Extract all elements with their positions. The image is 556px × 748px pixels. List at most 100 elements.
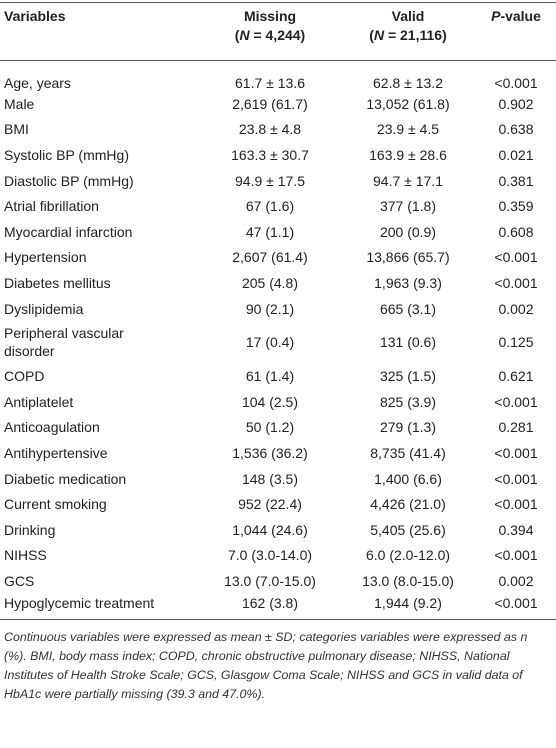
cell-text: Hypoglycemic treatment	[4, 595, 155, 612]
table-row: Hypoglycemic treatment 162 (3.8) 1,944 (9.…	[0, 594, 556, 620]
cell-text: Diabetic medication	[4, 470, 127, 487]
variable-cell: Dyslipidemia	[0, 296, 200, 322]
cell-text: 2,607 (61.4)	[232, 249, 308, 266]
cell-text: 13.0 (7.0-15.0)	[224, 572, 316, 589]
cell-text: 148 (3.5)	[241, 470, 299, 487]
variable-cell: Antihypertensive	[0, 440, 200, 466]
cell-text: Current smoking	[4, 496, 107, 513]
cell-text: 0.002	[498, 572, 534, 589]
table-row: Myocardial infarction 47 (1.1) 200 (0.9) 0.…	[0, 219, 556, 245]
value-cell: 1,536 (36.2)	[200, 440, 340, 466]
table-row: Drinking 1,044 (24.6) 5,405 (25.6) 0.394	[0, 517, 556, 543]
table-row: Diabetic medication 148 (3.5) 1,400 (6.6) <…	[0, 466, 556, 492]
value-cell: 377 (1.8)	[340, 193, 476, 219]
cell-text: Diastolic BP (mmHg)	[4, 172, 134, 189]
value-cell: 952 (22.4)	[200, 491, 340, 517]
value-cell: 61 (1.4)	[200, 363, 340, 389]
value-cell: 0.125	[476, 321, 556, 363]
value-cell: 61.7 ± 13.6	[200, 61, 340, 91]
cell-text: 50 (1.2)	[245, 419, 295, 436]
value-cell: 1,400 (6.6)	[340, 466, 476, 492]
table-row: Dyslipidemia 90 (2.1) 665 (3.1) 0.002	[0, 296, 556, 322]
header-text: P	[491, 8, 501, 24]
cell-text: COPD	[4, 368, 45, 385]
value-cell: 62.8 ± 13.2	[340, 61, 476, 91]
value-cell: <0.001	[476, 491, 556, 517]
cell-text: 7.0 (3.0-14.0)	[227, 547, 313, 564]
cell-text: 0.281	[498, 419, 534, 436]
cell-text: 279 (1.3)	[379, 419, 437, 436]
value-cell: 0.359	[476, 193, 556, 219]
cell-text: 131 (0.6)	[379, 334, 437, 351]
header-cell: Variables	[0, 3, 200, 61]
header-text: Valid	[391, 8, 425, 24]
cell-text: 163.9 ± 28.6	[369, 146, 447, 163]
table-row: Age, years 61.7 ± 13.6 62.8 ± 13.2 <0.001	[0, 61, 556, 91]
cell-text: 1,944 (9.2)	[374, 595, 442, 612]
cell-text: 1,536 (36.2)	[232, 444, 308, 461]
value-cell: 67 (1.6)	[200, 193, 340, 219]
cell-text: Age, years	[4, 75, 71, 91]
cell-text: 665 (3.1)	[379, 300, 437, 317]
cell-text: 90 (2.1)	[245, 300, 295, 317]
value-cell: 0.621	[476, 363, 556, 389]
cell-text: 5,405 (25.6)	[370, 521, 446, 538]
variable-cell: Hypoglycemic treatment	[0, 594, 200, 620]
value-cell: <0.001	[476, 594, 556, 620]
value-cell: 148 (3.5)	[200, 466, 340, 492]
cell-text: Diabetes mellitus	[4, 274, 111, 291]
table-row: Peripheral vascular disorder 17 (0.4) 131 …	[0, 321, 556, 363]
cell-text: 325 (1.5)	[379, 368, 437, 385]
value-cell: <0.001	[476, 245, 556, 271]
variable-cell: BMI	[0, 117, 200, 143]
value-cell: 47 (1.1)	[200, 219, 340, 245]
value-cell: 0.608	[476, 219, 556, 245]
value-cell: 4,426 (21.0)	[340, 491, 476, 517]
cell-text: 13,052 (61.8)	[366, 95, 450, 112]
variable-cell: Diastolic BP (mmHg)	[0, 168, 200, 194]
cell-text: 825 (3.9)	[379, 393, 437, 410]
value-cell: 13.0 (8.0-15.0)	[340, 568, 476, 594]
value-cell: 104 (2.5)	[200, 389, 340, 415]
cell-text: 8,735 (41.4)	[370, 444, 446, 461]
variable-cell: Antiplatelet	[0, 389, 200, 415]
cell-text: 377 (1.8)	[379, 198, 437, 215]
cell-text: <0.001	[494, 444, 538, 461]
header-cell: Valid (N = 21,116)	[340, 3, 476, 61]
value-cell: 0.021	[476, 142, 556, 168]
variable-cell: Male	[0, 91, 200, 117]
table-row: NIHSS 7.0 (3.0-14.0) 6.0 (2.0-12.0) <0.001	[0, 543, 556, 569]
value-cell: <0.001	[476, 270, 556, 296]
value-cell: 163.3 ± 30.7	[200, 142, 340, 168]
variable-cell: Drinking	[0, 517, 200, 543]
header-subtext: N	[239, 27, 250, 43]
header-subtext: (	[234, 27, 240, 43]
value-cell: 1,963 (9.3)	[340, 270, 476, 296]
value-cell: 2,619 (61.7)	[200, 91, 340, 117]
cell-text: 0.359	[498, 198, 534, 215]
cell-text: 23.9 ± 4.5	[376, 121, 440, 138]
cell-text: Systolic BP (mmHg)	[4, 146, 129, 163]
cell-text: 61.7 ± 13.6	[235, 75, 305, 91]
variable-cell: GCS	[0, 568, 200, 594]
table-row: Hypertension 2,607 (61.4) 13,866 (65.7) <0.…	[0, 245, 556, 271]
cell-text: Dyslipidemia	[4, 300, 84, 317]
variable-cell: Anticoagulation	[0, 415, 200, 441]
cell-text: 94.7 ± 17.1	[373, 172, 443, 189]
value-cell: 6.0 (2.0-12.0)	[340, 543, 476, 569]
cell-text: 47 (1.1)	[245, 223, 295, 240]
cell-text: 62.8 ± 13.2	[373, 75, 443, 91]
cell-text: 6.0 (2.0-12.0)	[365, 547, 451, 564]
cell-text: Drinking	[4, 521, 56, 538]
value-cell: 205 (4.8)	[200, 270, 340, 296]
cell-text: 61 (1.4)	[245, 368, 295, 385]
table-row: Antihypertensive 1,536 (36.2) 8,735 (41.4)…	[0, 440, 556, 466]
header-cell: Missing (N = 4,244)	[200, 3, 340, 61]
cell-text: 0.021	[498, 146, 534, 163]
cell-text: <0.001	[494, 470, 538, 487]
cell-text: 104 (2.5)	[241, 393, 299, 410]
value-cell: 50 (1.2)	[200, 415, 340, 441]
cell-text: Hypertension	[4, 249, 87, 266]
value-cell: 90 (2.1)	[200, 296, 340, 322]
table-row: Antiplatelet 104 (2.5) 825 (3.9) <0.001	[0, 389, 556, 415]
